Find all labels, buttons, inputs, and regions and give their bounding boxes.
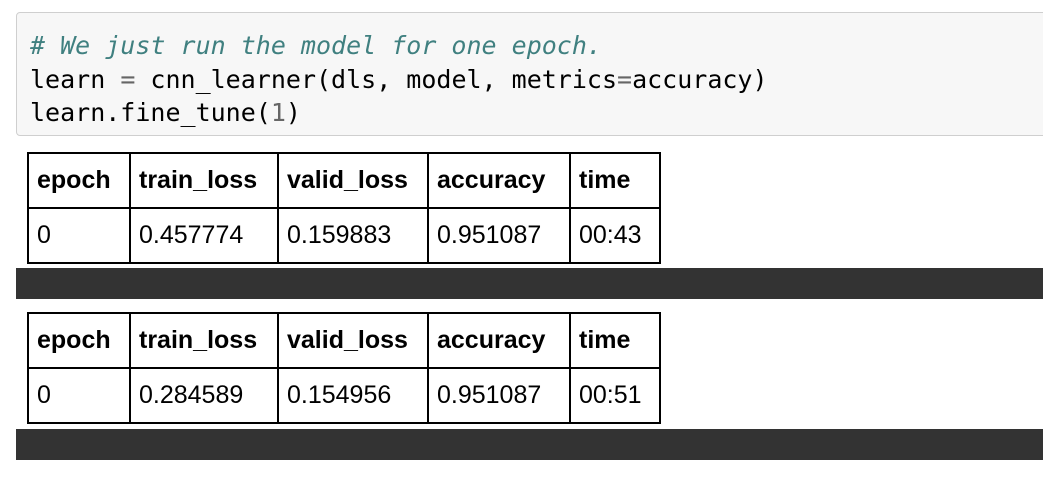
code-number: 1	[270, 98, 286, 127]
progress-bar	[16, 268, 1043, 299]
column-header-train-loss: train_loss	[129, 312, 279, 369]
code-line-2: learn = cnn_learner(dls, model, metrics=…	[30, 63, 768, 97]
table-header-row: epoch train_loss valid_loss accuracy tim…	[27, 152, 661, 209]
code-line-3: learn.fine_tune(1)	[30, 96, 768, 130]
column-header-train-loss: train_loss	[129, 152, 279, 209]
table-header-row: epoch train_loss valid_loss accuracy tim…	[27, 312, 661, 369]
code-token: learn.fine_tune(	[30, 98, 271, 127]
column-header-time: time	[569, 312, 661, 369]
code-comment: # We just run the model for one epoch.	[30, 31, 602, 60]
cell-time: 00:51	[569, 367, 661, 424]
code-cell[interactable]: # We just run the model for one epoch. le…	[16, 12, 1043, 136]
cell-epoch: 0	[27, 367, 131, 424]
column-header-epoch: epoch	[27, 152, 131, 209]
column-header-accuracy: accuracy	[427, 152, 571, 209]
cell-train-loss: 0.284589	[129, 367, 279, 424]
cell-valid-loss: 0.159883	[277, 207, 429, 264]
cell-accuracy: 0.951087	[427, 207, 571, 264]
cell-train-loss: 0.457774	[129, 207, 279, 264]
table-row: 0 0.457774 0.159883 0.951087 00:43	[27, 207, 661, 264]
code-line-1: # We just run the model for one epoch.	[30, 29, 768, 63]
column-header-valid-loss: valid_loss	[277, 312, 429, 369]
column-header-accuracy: accuracy	[427, 312, 571, 369]
training-results-table: epoch train_loss valid_loss accuracy tim…	[27, 152, 661, 264]
column-header-time: time	[569, 152, 661, 209]
progress-bar	[16, 429, 1043, 460]
column-header-epoch: epoch	[27, 312, 131, 369]
table-row: 0 0.284589 0.154956 0.951087 00:51	[27, 367, 661, 424]
code-operator: =	[120, 64, 136, 94]
code-token: cnn_learner(dls, model, metrics	[135, 64, 618, 94]
code-operator: =	[617, 64, 633, 94]
cell-time: 00:43	[569, 207, 661, 264]
code-input[interactable]: # We just run the model for one epoch. le…	[30, 29, 768, 130]
code-token: )	[285, 98, 301, 127]
code-token: accuracy)	[632, 64, 768, 94]
cell-accuracy: 0.951087	[427, 367, 571, 424]
column-header-valid-loss: valid_loss	[277, 152, 429, 209]
training-results-table: epoch train_loss valid_loss accuracy tim…	[27, 312, 661, 424]
cell-epoch: 0	[27, 207, 131, 264]
code-token: learn	[30, 64, 121, 94]
cell-valid-loss: 0.154956	[277, 367, 429, 424]
